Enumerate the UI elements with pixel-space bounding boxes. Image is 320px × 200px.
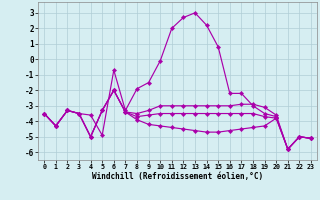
X-axis label: Windchill (Refroidissement éolien,°C): Windchill (Refroidissement éolien,°C)	[92, 172, 263, 181]
